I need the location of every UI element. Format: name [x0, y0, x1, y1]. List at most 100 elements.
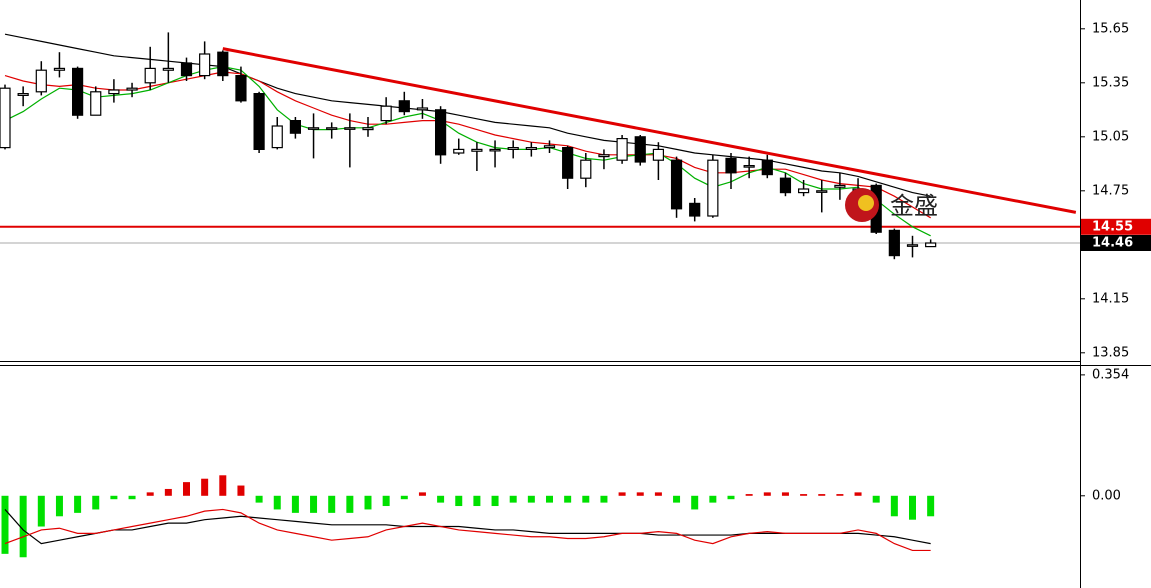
histogram-bar — [618, 492, 626, 496]
moving-average — [4, 65, 931, 237]
histogram-bar — [164, 488, 172, 496]
candle-body — [35, 69, 47, 93]
histogram-bar — [636, 492, 644, 496]
histogram-bar — [291, 495, 299, 513]
histogram-bar — [872, 495, 880, 503]
histogram-bar — [654, 492, 662, 496]
candle-body — [562, 147, 574, 179]
candle-body — [543, 145, 556, 149]
candle-body — [834, 184, 846, 188]
candle-body — [344, 127, 356, 130]
histogram-bar — [219, 475, 227, 496]
histogram-bar — [509, 495, 517, 503]
histogram-bar — [455, 495, 463, 507]
histogram-bar — [727, 495, 735, 500]
candle-body — [71, 67, 84, 116]
candle-body — [289, 119, 301, 134]
candle-body — [925, 242, 937, 248]
histogram-bar — [854, 492, 862, 496]
candle-body — [235, 74, 247, 102]
candle-body — [906, 244, 919, 247]
histogram-bar — [146, 492, 154, 496]
histogram-bar — [364, 495, 372, 510]
candle-body — [253, 92, 265, 150]
candle-body — [453, 148, 465, 154]
y-tick-label: 0.354 — [1092, 367, 1129, 382]
candle-body — [670, 159, 683, 210]
candle-body — [271, 125, 283, 149]
histogram-bar — [927, 495, 935, 517]
candle-body — [307, 127, 320, 130]
candle-body — [616, 138, 628, 161]
candle-body — [53, 67, 66, 71]
candle-body — [144, 67, 156, 84]
histogram-bar — [473, 495, 481, 507]
candle-body — [525, 147, 537, 151]
histogram-bar — [310, 495, 318, 513]
histogram-bar — [781, 492, 789, 496]
candle-body — [126, 87, 138, 91]
histogram-bar — [128, 495, 136, 500]
candle-body — [217, 51, 229, 77]
price-level-label: 14.46 — [1092, 236, 1133, 251]
histogram-bar — [818, 494, 826, 496]
candle-body — [0, 87, 11, 149]
histogram-bar — [110, 495, 118, 500]
candle-body — [180, 62, 193, 77]
y-tick-label: 0.00 — [1092, 488, 1121, 503]
candle-body — [652, 148, 665, 161]
histogram-bar — [546, 495, 553, 503]
candle-body — [326, 127, 338, 130]
histogram-bar — [382, 495, 390, 507]
candle-body — [398, 100, 410, 113]
histogram-bar — [418, 492, 426, 496]
candle-body — [362, 127, 374, 131]
histogram-bar — [673, 495, 681, 503]
histogram-bar — [745, 494, 753, 496]
macd-line — [4, 509, 931, 545]
histogram-bar — [19, 495, 27, 558]
histogram-bar — [37, 495, 45, 527]
watermark-logo — [858, 195, 874, 211]
histogram-bar — [92, 495, 100, 510]
candle-body — [797, 188, 810, 194]
candle-body — [108, 89, 120, 95]
histogram-bar — [890, 495, 898, 517]
candle-body — [743, 165, 755, 168]
moving-average — [4, 33, 931, 197]
candle-body — [761, 159, 773, 176]
candle-body — [634, 136, 646, 163]
price-level-label: 14.55 — [1092, 219, 1133, 234]
candle-body — [90, 91, 102, 116]
histogram-bar — [527, 495, 535, 503]
candle-body — [816, 190, 828, 193]
candle-body — [199, 53, 211, 77]
histogram-bar — [836, 494, 844, 496]
candle-body — [725, 157, 737, 174]
histogram-bar — [709, 495, 717, 503]
histogram-bar — [564, 495, 572, 503]
price-level-tag — [1081, 235, 1151, 251]
price-level-tag — [1081, 218, 1151, 235]
candle-body — [435, 109, 447, 156]
candle-body — [779, 177, 792, 194]
candle-body — [380, 105, 392, 122]
candle-body — [507, 147, 519, 151]
y-tick-label: 14.15 — [1092, 291, 1129, 306]
histogram-bar — [600, 495, 608, 503]
candle-body — [580, 159, 592, 179]
trendline — [222, 47, 1077, 214]
histogram-bar — [491, 495, 499, 507]
histogram-bar — [237, 485, 245, 496]
histogram-bar — [201, 478, 209, 496]
y-tick-label: 14.75 — [1092, 183, 1129, 198]
histogram-bar — [909, 495, 916, 520]
histogram-bar — [400, 495, 408, 500]
histogram-bar — [800, 494, 808, 496]
histogram-bar — [273, 495, 281, 510]
candle-body — [888, 229, 900, 257]
y-tick-label: 15.05 — [1092, 129, 1129, 144]
candle-body — [598, 154, 610, 158]
macd-line — [4, 508, 931, 552]
histogram-bar — [691, 495, 699, 510]
